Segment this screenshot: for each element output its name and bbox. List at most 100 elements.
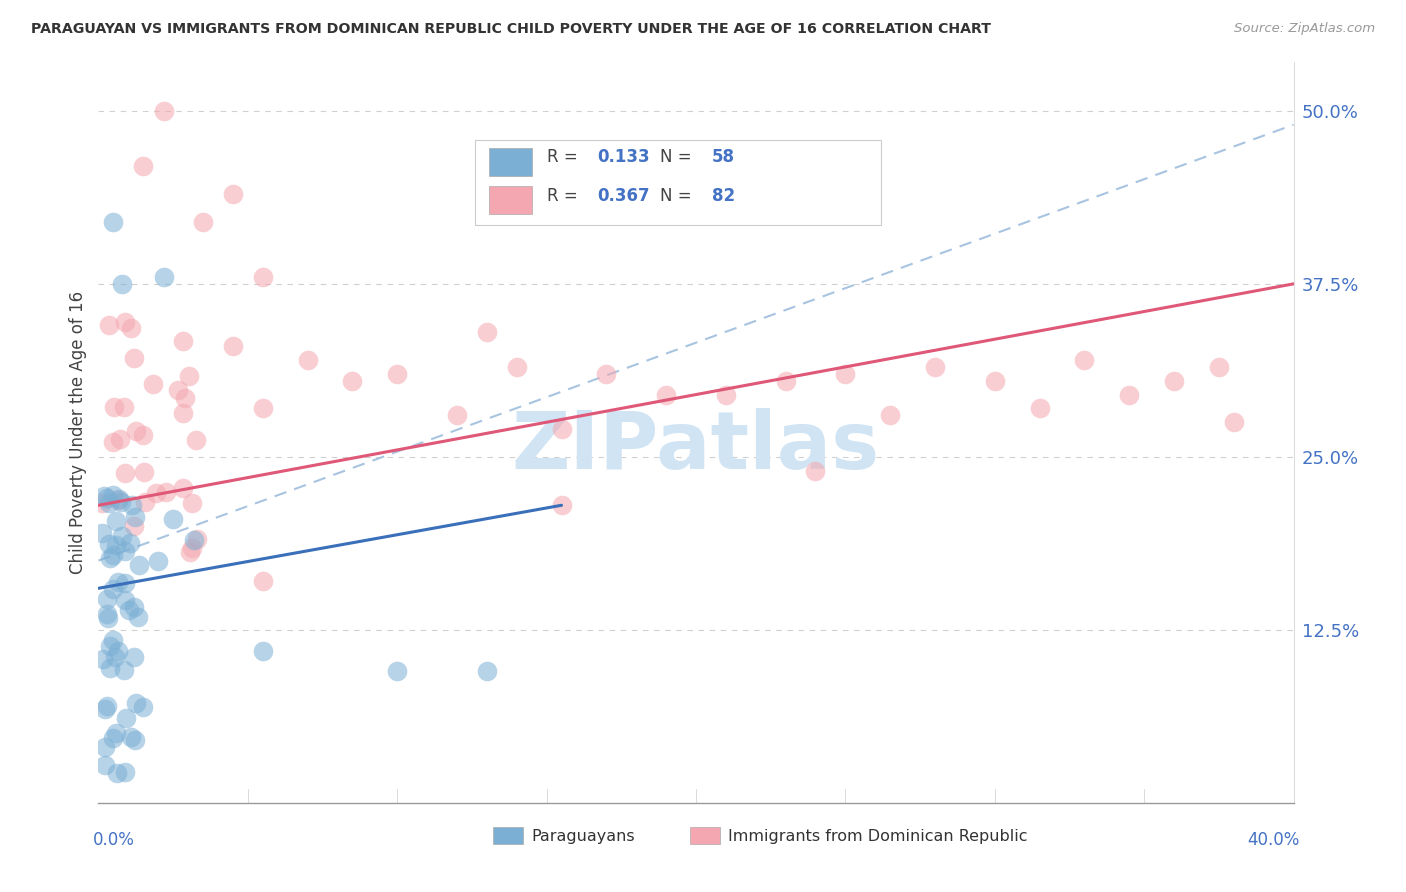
Point: [98, 318, 121, 333]
Point: [145, 486, 167, 500]
Point: [162, 512, 184, 526]
Point: [475, 665, 498, 679]
Point: [114, 575, 136, 590]
Text: 58: 58: [711, 147, 734, 166]
Point: [184, 434, 207, 448]
Point: [103, 214, 125, 228]
Point: [183, 533, 205, 547]
Point: [297, 353, 319, 368]
Point: [93, 489, 115, 503]
Point: [104, 514, 127, 528]
Point: [112, 401, 135, 415]
Point: [924, 359, 946, 374]
Point: [103, 401, 125, 415]
Bar: [690, 827, 720, 844]
Point: [804, 464, 827, 478]
Point: [98, 550, 121, 565]
Point: [105, 726, 128, 740]
Bar: [489, 147, 533, 176]
Point: [1073, 353, 1095, 368]
Point: [834, 367, 856, 381]
Point: [1163, 374, 1185, 388]
Point: [131, 700, 153, 714]
Point: [107, 492, 129, 507]
Point: [1118, 387, 1140, 401]
Point: [173, 481, 195, 495]
Point: [114, 466, 136, 480]
Point: [108, 492, 131, 507]
Point: [186, 532, 208, 546]
Point: [252, 269, 274, 284]
Point: [506, 359, 529, 374]
Y-axis label: Child Poverty Under the Age of 16: Child Poverty Under the Age of 16: [69, 291, 87, 574]
Text: Source: ZipAtlas.com: Source: ZipAtlas.com: [1234, 22, 1375, 36]
Point: [385, 665, 409, 679]
Text: PARAGUAYAN VS IMMIGRANTS FROM DOMINICAN REPUBLIC CHILD POVERTY UNDER THE AGE OF : PARAGUAYAN VS IMMIGRANTS FROM DOMINICAN …: [31, 22, 991, 37]
Bar: [494, 827, 523, 844]
Point: [104, 649, 127, 664]
Text: R =: R =: [547, 186, 582, 205]
Point: [93, 702, 115, 716]
Point: [172, 406, 194, 420]
Text: Paraguayans: Paraguayans: [531, 829, 634, 844]
Point: [98, 639, 121, 653]
Point: [134, 495, 156, 509]
Point: [107, 574, 129, 589]
Point: [655, 387, 678, 401]
Text: N =: N =: [661, 147, 697, 166]
Point: [94, 739, 117, 754]
Point: [252, 574, 274, 589]
Point: [155, 484, 177, 499]
Point: [115, 711, 138, 725]
Point: [128, 558, 150, 572]
Text: 82: 82: [711, 186, 734, 205]
Point: [775, 374, 797, 388]
Point: [94, 758, 117, 772]
Point: [114, 315, 136, 329]
Text: 40.0%: 40.0%: [1247, 831, 1299, 849]
Text: R =: R =: [547, 147, 582, 166]
Point: [98, 537, 121, 551]
Text: 0.0%: 0.0%: [93, 831, 135, 849]
Point: [96, 607, 118, 622]
Point: [96, 699, 118, 714]
Point: [114, 593, 136, 607]
Point: [132, 428, 155, 442]
Point: [142, 377, 165, 392]
Point: [595, 367, 617, 381]
Point: [153, 103, 176, 118]
Point: [879, 409, 901, 423]
Point: [122, 351, 145, 366]
Point: [104, 538, 127, 552]
Point: [114, 765, 136, 780]
Point: [122, 518, 145, 533]
Text: Immigrants from Dominican Republic: Immigrants from Dominican Republic: [728, 829, 1028, 844]
Text: N =: N =: [661, 186, 697, 205]
Point: [105, 765, 128, 780]
Point: [91, 652, 114, 666]
Point: [550, 498, 572, 512]
Text: ZIPatlas: ZIPatlas: [512, 409, 880, 486]
Point: [1208, 359, 1230, 374]
Point: [252, 643, 274, 657]
Point: [1223, 415, 1246, 429]
Point: [114, 544, 136, 558]
Point: [96, 491, 118, 505]
Point: [125, 696, 148, 710]
Point: [97, 611, 120, 625]
Point: [342, 374, 364, 388]
Point: [107, 644, 129, 658]
Point: [118, 536, 141, 550]
Point: [148, 554, 170, 568]
Point: [103, 582, 125, 596]
Point: [111, 529, 134, 543]
Point: [125, 424, 148, 438]
Point: [120, 730, 142, 744]
Point: [101, 731, 124, 746]
Point: [714, 387, 737, 401]
Point: [124, 732, 146, 747]
FancyBboxPatch shape: [475, 140, 882, 226]
Point: [252, 401, 274, 416]
Point: [1028, 401, 1050, 416]
Point: [91, 496, 114, 510]
